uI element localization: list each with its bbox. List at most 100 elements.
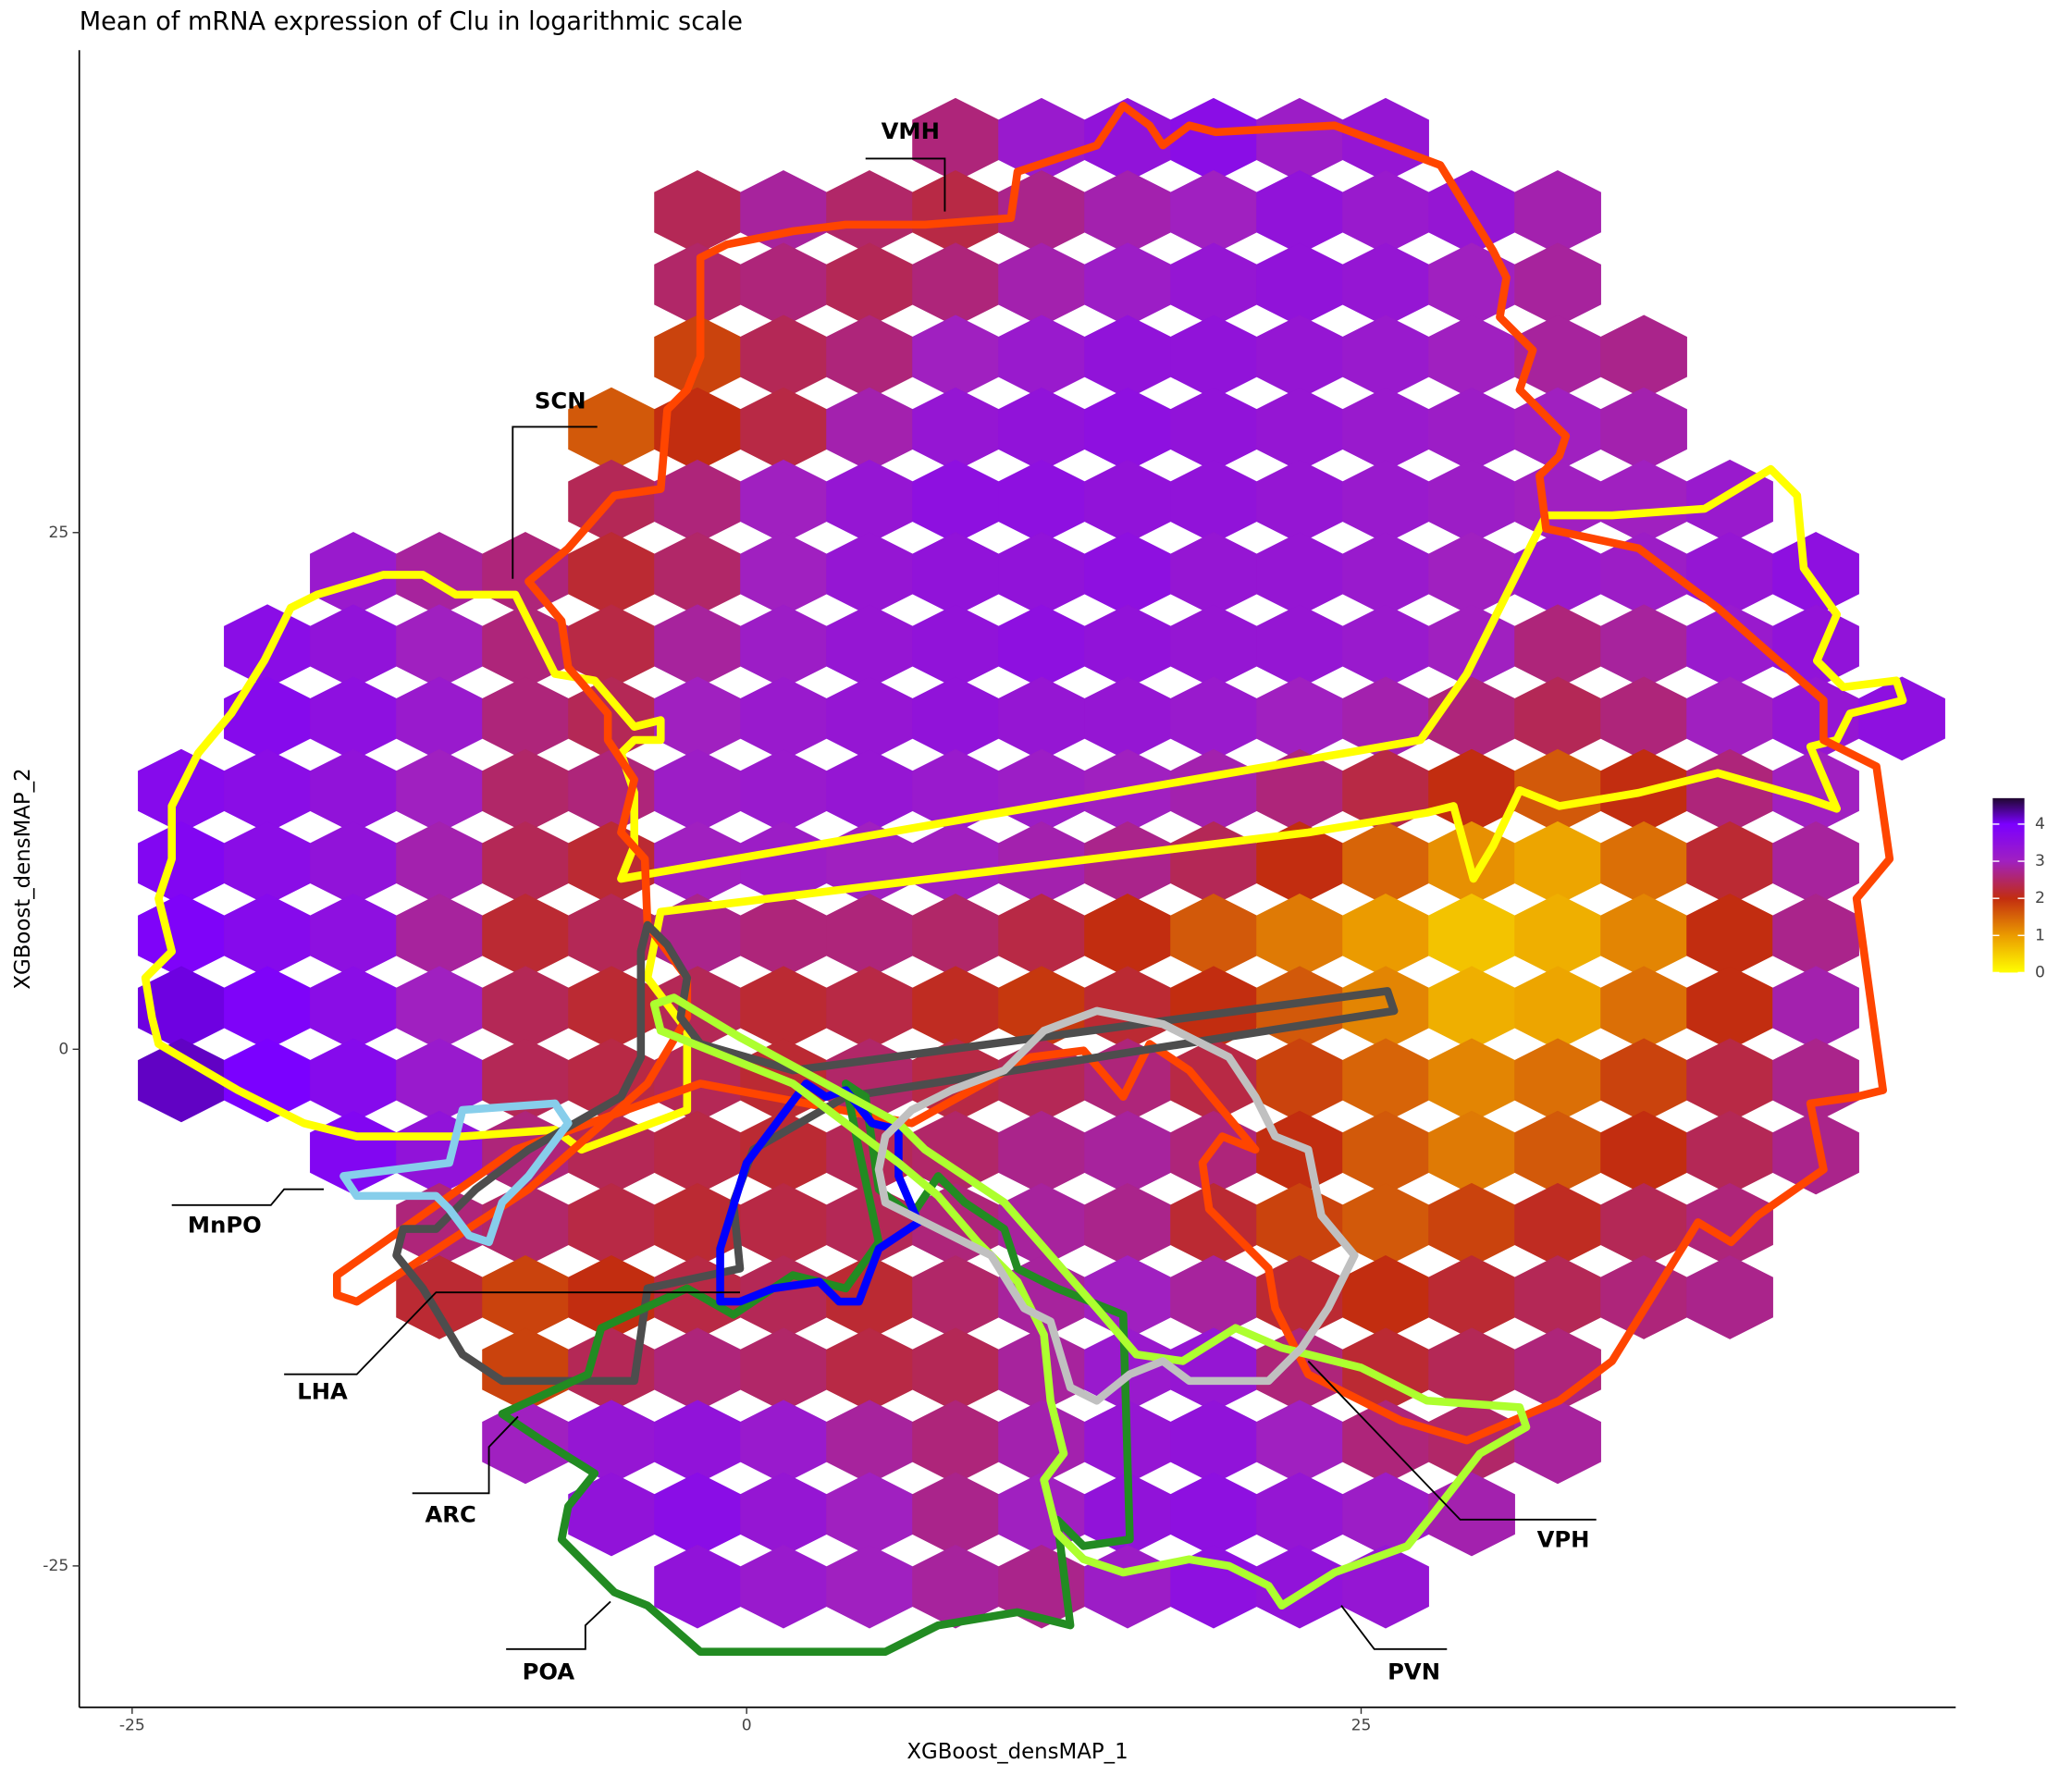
- hexbin: [654, 1327, 741, 1412]
- hexbin: [912, 604, 999, 688]
- hexbin: [1170, 97, 1257, 182]
- hexbin: [224, 966, 311, 1050]
- hexbin: [654, 1400, 741, 1485]
- hexbin: [1428, 966, 1515, 1050]
- hexbin: [310, 820, 397, 906]
- hexbin: [998, 242, 1085, 327]
- hexbin: [998, 748, 1085, 833]
- hexbin: [912, 314, 999, 400]
- hexbin: [1600, 820, 1687, 906]
- hexbin: [1514, 604, 1601, 688]
- hexbin: [998, 97, 1085, 182]
- colorbar-tick-label: 2: [2035, 889, 2045, 907]
- hexbin: [1256, 1038, 1343, 1123]
- hexbin: [1686, 894, 1773, 978]
- hexbin: [1084, 1544, 1171, 1629]
- hexbin: [826, 242, 913, 327]
- hexbin: [826, 387, 913, 472]
- hexbin: [1428, 1110, 1515, 1195]
- hexbin: [1686, 748, 1773, 833]
- hexbin: [1600, 676, 1687, 761]
- hexbin: [998, 1400, 1085, 1485]
- hexbin: [138, 820, 225, 906]
- region-label: ARC: [426, 1501, 476, 1528]
- hexbin: [396, 604, 483, 688]
- hexbin: [568, 748, 655, 833]
- hexbin: [740, 748, 827, 833]
- hexbin: [482, 532, 569, 616]
- hexbin: [1514, 1182, 1601, 1267]
- hexbin: [1686, 1038, 1773, 1123]
- hexbin: [1256, 676, 1343, 761]
- hexbin: [1084, 459, 1171, 544]
- leader-line: [506, 1600, 611, 1650]
- hexbin: [998, 314, 1085, 400]
- hexbin: [912, 1255, 999, 1339]
- hexbin: [912, 170, 999, 254]
- leader-line: [1340, 1605, 1448, 1650]
- colorbar-tick-label: 3: [2035, 852, 2045, 870]
- region-outline: [874, 1006, 1359, 1405]
- hexbin: [998, 1110, 1085, 1195]
- chart-title: Mean of mRNA expression of Clu in logari…: [80, 7, 743, 36]
- leader-line: [1307, 1360, 1597, 1521]
- hexbin: [826, 1472, 913, 1557]
- hexbin: [826, 604, 913, 688]
- hexbin: [1256, 459, 1343, 544]
- hexbin: [1342, 820, 1429, 906]
- region-outline: [333, 102, 1894, 1445]
- hexbin: [396, 820, 483, 906]
- hexbin: [1514, 1255, 1601, 1339]
- hexbin: [1428, 894, 1515, 978]
- hexbin: [1428, 459, 1515, 544]
- hexbin: [310, 1038, 397, 1123]
- hexbin: [826, 1400, 913, 1485]
- hexbin: [654, 748, 741, 833]
- hexbin: [310, 748, 397, 833]
- hexbin: [138, 894, 225, 978]
- region-label: VPH: [1537, 1526, 1590, 1553]
- hexbin: [740, 242, 827, 327]
- hexbin: [826, 459, 913, 544]
- hexbin: [912, 532, 999, 616]
- hexbin: [396, 676, 483, 761]
- x-axis-label: XGBoost_densMAP_1: [906, 1740, 1128, 1764]
- hexbin: [1428, 1038, 1515, 1123]
- hexbin: [1256, 242, 1343, 327]
- hexbin: [1170, 1400, 1257, 1485]
- hexbin: [1342, 966, 1429, 1050]
- hexbin: [740, 1472, 827, 1557]
- hexbin: [654, 604, 741, 688]
- hexbin: [1514, 242, 1601, 327]
- hexbin: [1342, 1038, 1429, 1123]
- hexbin: [998, 676, 1085, 761]
- hexbin: [1772, 894, 1859, 978]
- hexbin: [1514, 170, 1601, 254]
- hexbin: [654, 1110, 741, 1195]
- hexbin: [1170, 604, 1257, 688]
- hexbin: [1170, 676, 1257, 761]
- hexbin: [826, 532, 913, 616]
- hexbin: [1256, 97, 1343, 182]
- hexbin: [1342, 1255, 1429, 1339]
- hexbin: [396, 748, 483, 833]
- hexbin: [310, 676, 397, 761]
- hexbin: [1342, 532, 1429, 616]
- hexbin: [1600, 314, 1687, 400]
- hexbin: [998, 894, 1085, 978]
- hexbin: [740, 459, 827, 544]
- hexbin: [740, 387, 827, 472]
- hexbin: [1084, 820, 1171, 906]
- hexbin: [1084, 1110, 1171, 1195]
- hexbin: [1170, 532, 1257, 616]
- colorbar: [1992, 797, 2025, 973]
- hexbin: [310, 1110, 397, 1195]
- hexbin: [1600, 459, 1687, 544]
- hexbin: [482, 894, 569, 978]
- hexbin: [482, 1400, 569, 1485]
- hexbin: [1084, 314, 1171, 400]
- hexbin: [1256, 314, 1343, 400]
- hexbin: [1600, 1110, 1687, 1195]
- hexbin: [1342, 1110, 1429, 1195]
